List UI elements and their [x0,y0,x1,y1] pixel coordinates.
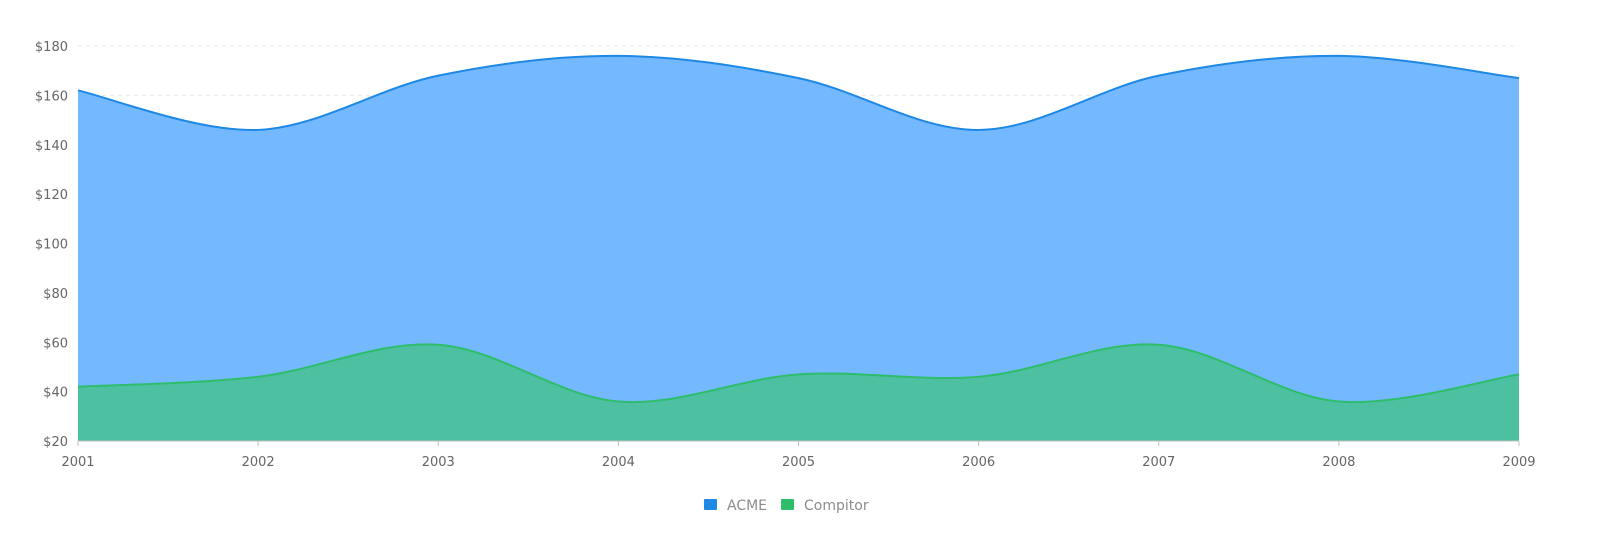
x-tick-label: 2007 [1142,455,1175,470]
legend-label: Compitor [804,498,869,514]
legend[interactable]: ACME Compitor [704,498,869,514]
y-tick-label: $80 [43,287,68,302]
series-line-acme [77,54,1520,131]
y-tick-label: $60 [43,336,68,351]
y-tick-label: $100 [35,238,68,253]
axes: $20 $40 $60 $80 $100 $120 $140 $160 $180 2001 2002… [35,40,1536,470]
legend-swatch [781,499,795,510]
series-areas [77,54,1520,441]
y-tick-label: $140 [35,139,68,154]
legend-item-acme[interactable]: ACME [704,498,767,514]
x-tick-label: 2002 [242,455,275,470]
x-tick-label: 2008 [1322,455,1355,470]
legend-label: ACME [727,498,767,514]
x-tick-label: 2004 [602,455,635,470]
legend-swatch [704,499,717,510]
y-tick-label: $180 [35,40,68,55]
x-tick-label: 2003 [422,455,455,470]
y-tick-label: $40 [43,386,68,401]
y-tick-label: $120 [35,188,68,203]
x-tick-label: 2006 [962,455,995,470]
x-tick-label: 2001 [61,455,94,470]
legend-item-compitor[interactable]: Compitor [781,498,869,514]
x-tick-label: 2009 [1502,455,1535,470]
y-tick-label: $20 [43,435,68,450]
x-tick-label: 2005 [782,455,815,470]
series-area-compitor [78,344,1519,441]
y-tick-label: $160 [35,89,68,104]
series-line-compitor [77,343,1520,404]
